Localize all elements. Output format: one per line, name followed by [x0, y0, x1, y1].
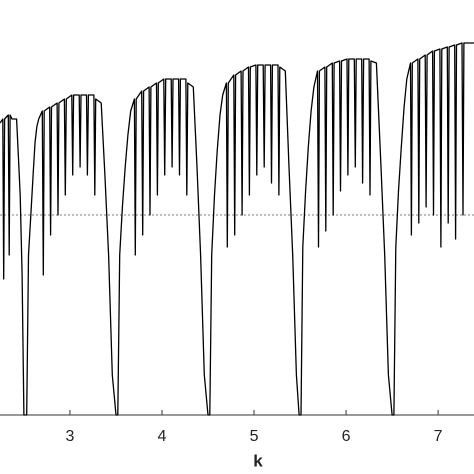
x-tick-label: 3	[65, 428, 74, 445]
x-tick-label: 7	[434, 428, 443, 445]
x-axis-label: k	[253, 451, 263, 470]
data-line	[0, 42, 474, 416]
x-tick-label: 4	[158, 428, 167, 445]
x-tick-label: 5	[250, 428, 259, 445]
x-tick-label: 6	[342, 428, 351, 445]
